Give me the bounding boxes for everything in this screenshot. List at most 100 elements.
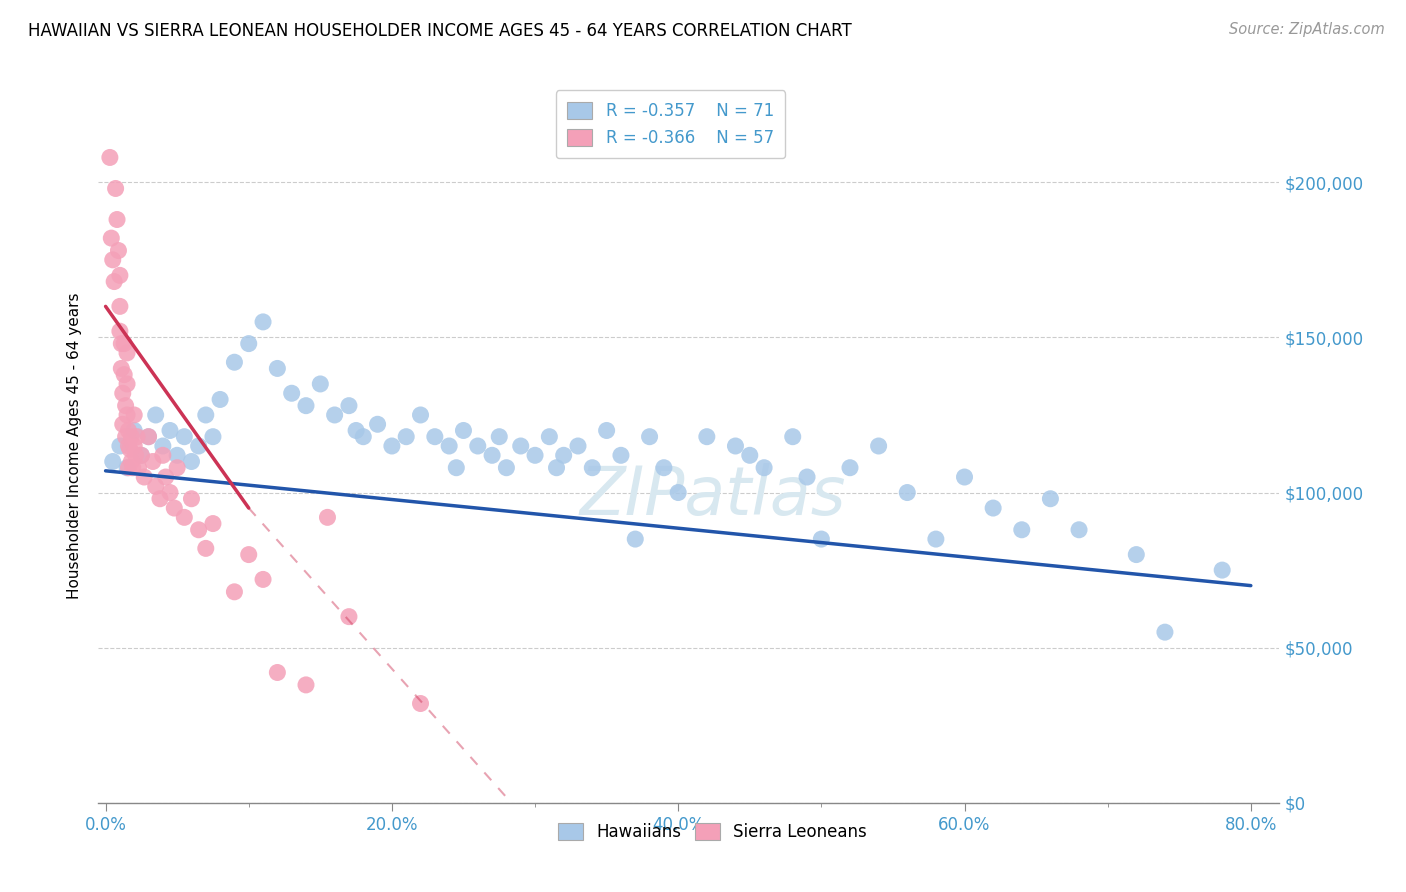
Point (488, 430, 510, 444)
Point (295, 678, 318, 692)
Point (121, 460, 143, 475)
Point (1154, 625, 1177, 640)
Point (108, 299, 131, 313)
Point (98, 151, 121, 165)
Point (117, 460, 139, 475)
Point (138, 430, 160, 444)
Point (115, 408, 138, 422)
Point (166, 460, 188, 475)
Point (100, 231, 122, 245)
Point (120, 454, 142, 468)
Point (567, 439, 589, 453)
Point (124, 448, 146, 462)
Point (187, 523, 209, 537)
Point (201, 430, 224, 444)
Point (724, 439, 747, 453)
Point (114, 399, 136, 413)
Point (266, 361, 288, 376)
Point (752, 460, 775, 475)
Point (352, 430, 374, 444)
Point (117, 424, 139, 438)
Point (166, 448, 188, 462)
Point (111, 386, 134, 401)
Point (337, 609, 360, 624)
Point (194, 541, 217, 556)
Point (149, 491, 172, 506)
Point (159, 424, 181, 438)
Point (173, 510, 195, 524)
Text: ZIPatlas: ZIPatlas (579, 463, 846, 529)
Point (108, 439, 131, 453)
Point (581, 460, 603, 475)
Point (323, 408, 346, 422)
Point (122, 424, 145, 438)
Point (524, 448, 547, 462)
Point (395, 430, 418, 444)
Point (696, 430, 718, 444)
Point (446, 460, 468, 475)
Point (173, 430, 195, 444)
Point (409, 408, 432, 422)
Point (128, 460, 150, 475)
Point (316, 510, 339, 524)
Legend: Hawaiians, Sierra Leoneans: Hawaiians, Sierra Leoneans (551, 816, 873, 848)
Point (453, 424, 475, 438)
Point (546, 460, 568, 475)
Point (122, 439, 145, 453)
Point (180, 491, 202, 506)
Text: Source: ZipAtlas.com: Source: ZipAtlas.com (1229, 22, 1385, 37)
Point (280, 386, 302, 401)
Point (105, 212, 128, 227)
Point (108, 268, 131, 283)
Point (367, 417, 389, 432)
Point (134, 470, 156, 484)
Point (112, 336, 135, 351)
Point (1211, 563, 1233, 577)
Point (131, 448, 153, 462)
Point (638, 430, 661, 444)
Point (738, 448, 761, 462)
Point (381, 439, 404, 453)
Point (1067, 523, 1090, 537)
Point (104, 181, 127, 195)
Point (111, 417, 134, 432)
Point (159, 485, 181, 500)
Point (101, 454, 124, 468)
Point (839, 460, 862, 475)
Point (224, 584, 246, 599)
Point (1125, 548, 1147, 562)
Point (103, 275, 125, 289)
Point (145, 479, 167, 493)
Point (163, 501, 186, 516)
Point (145, 408, 167, 422)
Point (437, 439, 460, 453)
Point (810, 532, 832, 546)
Point (467, 439, 489, 453)
Point (131, 448, 153, 462)
Point (652, 460, 675, 475)
Point (201, 516, 224, 531)
Point (896, 485, 918, 500)
Point (115, 346, 138, 360)
Point (337, 399, 360, 413)
Point (180, 454, 202, 468)
Point (115, 460, 138, 475)
Point (666, 485, 689, 500)
Point (981, 501, 1004, 516)
Point (238, 548, 260, 562)
Point (224, 355, 246, 369)
Point (252, 315, 274, 329)
Y-axis label: Householder Income Ages 45 - 64 years: Householder Income Ages 45 - 64 years (67, 293, 83, 599)
Point (295, 399, 318, 413)
Point (344, 424, 367, 438)
Point (112, 368, 135, 382)
Point (114, 430, 136, 444)
Text: HAWAIIAN VS SIERRA LEONEAN HOUSEHOLDER INCOME AGES 45 - 64 YEARS CORRELATION CHA: HAWAIIAN VS SIERRA LEONEAN HOUSEHOLDER I… (28, 22, 852, 40)
Point (120, 430, 142, 444)
Point (409, 697, 432, 711)
Point (1011, 523, 1033, 537)
Point (209, 392, 232, 407)
Point (495, 460, 517, 475)
Point (782, 430, 804, 444)
Point (266, 665, 288, 680)
